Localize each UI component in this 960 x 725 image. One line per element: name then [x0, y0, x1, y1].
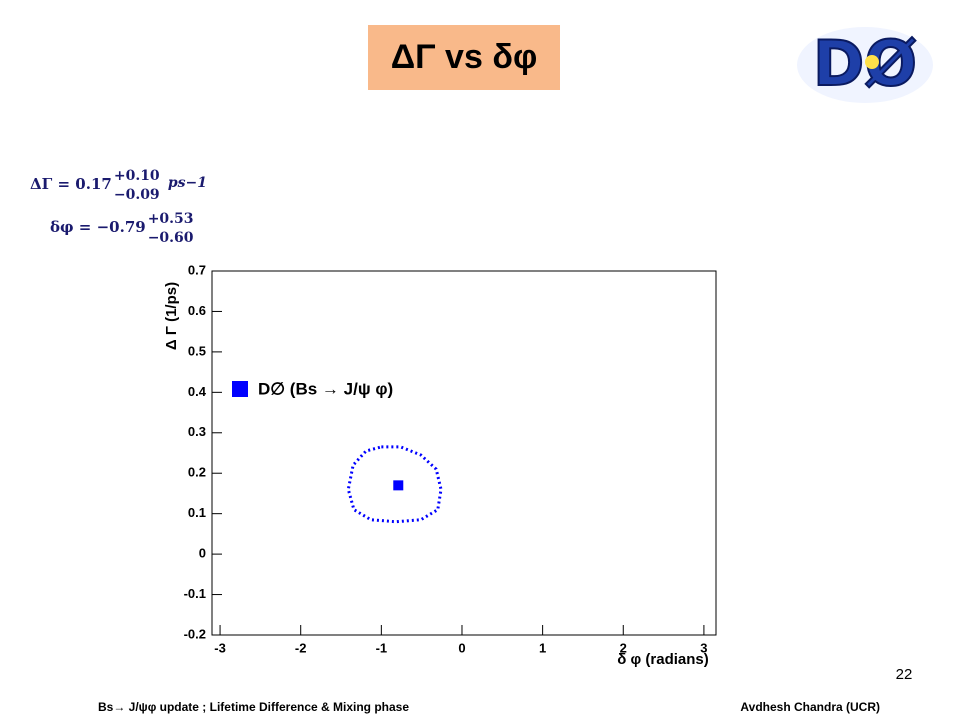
- plot-frame: [211, 270, 717, 636]
- equation-sub: −0.60: [148, 230, 194, 246]
- y-tick-label: -0.2: [184, 626, 206, 641]
- y-tick-label: 0.6: [188, 303, 206, 318]
- logo-bg: [797, 27, 933, 103]
- point: [393, 480, 404, 491]
- footer-right: Avdhesh Chandra (UCR): [740, 700, 880, 714]
- equation-lhs: ΔΓ = 0.17: [30, 175, 112, 193]
- x-tick-label: 1: [539, 640, 546, 655]
- x-tick-label: -3: [214, 640, 226, 655]
- equation-sup: +0.53: [148, 211, 194, 227]
- y-tick-label: 0: [199, 546, 206, 561]
- legend-marker: [232, 381, 248, 397]
- y-tick-label: 0.4: [188, 384, 207, 399]
- equation-sub: −0.09: [114, 187, 160, 203]
- contour: [346, 445, 443, 524]
- logo: DØ: [797, 26, 933, 103]
- equation-lhs: δφ = −0.79: [50, 218, 146, 236]
- x-tick-label: 0: [458, 640, 465, 655]
- equation-unit: ps−1: [168, 175, 207, 191]
- y-tick-label: 0.3: [188, 424, 206, 439]
- slide-title: ΔΓ vs δφ: [391, 38, 538, 76]
- equation-sup: +0.10: [114, 168, 160, 184]
- y-tick-label: 0.1: [188, 505, 206, 520]
- logo-text: DØ: [813, 27, 917, 100]
- y-tick-label: 0.5: [188, 343, 206, 358]
- x-tick-label: -2: [295, 640, 307, 655]
- y-tick-label: 0.7: [188, 262, 206, 277]
- logo-star: [865, 55, 879, 69]
- x-axis-label: δ φ (radians): [617, 651, 709, 668]
- x-tick-label: 3: [700, 640, 707, 655]
- x-tick-label: 2: [620, 640, 627, 655]
- title-box: [368, 25, 560, 90]
- footer-left: Bs→ J/ψφ update ; Lifetime Difference & …: [98, 700, 409, 714]
- y-tick-label: -0.1: [184, 586, 206, 601]
- y-tick-label: 0.2: [188, 465, 206, 480]
- page-number: 22: [896, 666, 913, 683]
- x-tick-label: -1: [376, 640, 388, 655]
- y-axis-label: Δ Γ (1/ps): [163, 282, 180, 350]
- legend-label: D∅ (Bs → J/ψ φ): [258, 379, 393, 398]
